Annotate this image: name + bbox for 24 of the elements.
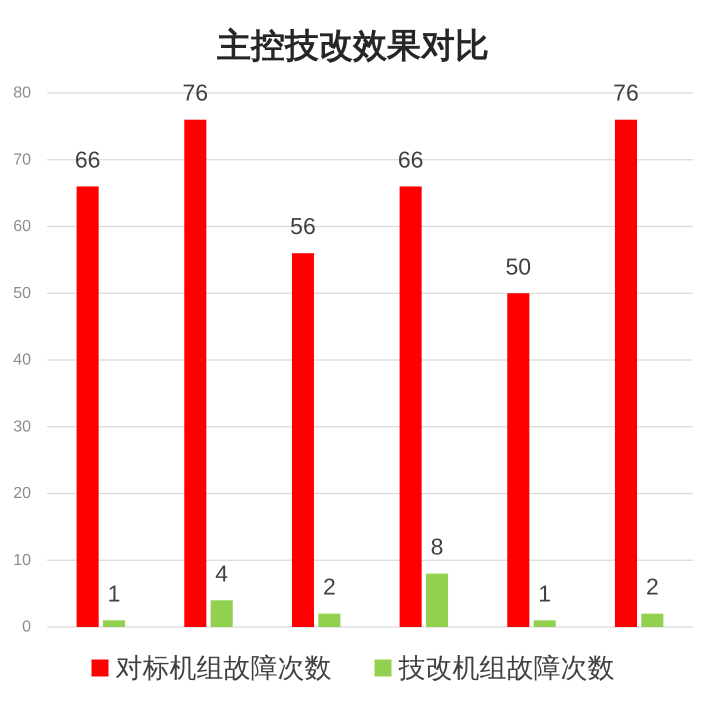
data-label: 1 bbox=[108, 580, 120, 606]
data-label: 66 bbox=[74, 146, 100, 172]
data-label: 76 bbox=[613, 80, 639, 106]
y-tick-label: 30 bbox=[13, 418, 31, 436]
y-tick-label: 60 bbox=[13, 218, 31, 235]
y-tick-label: 70 bbox=[13, 151, 31, 168]
y-tick-label: 0 bbox=[22, 618, 31, 636]
y-tick-label: 40 bbox=[13, 352, 31, 368]
data-label: 8 bbox=[430, 534, 444, 560]
y-tick-label: 10 bbox=[13, 552, 31, 569]
data-label: 76 bbox=[182, 80, 208, 106]
data-label: 2 bbox=[646, 574, 659, 600]
data-label: 2 bbox=[322, 574, 336, 600]
y-tick-label: 80 bbox=[13, 84, 31, 102]
y-tick-label: 20 bbox=[13, 485, 31, 502]
data-label: 56 bbox=[290, 213, 316, 240]
title: 主控技改效果对比 bbox=[217, 27, 489, 65]
legend-label: 对标机组故障次数 bbox=[116, 653, 332, 683]
y-tick-label: 50 bbox=[13, 284, 31, 302]
data-label: 4 bbox=[215, 560, 228, 586]
legend-label: 技改机组故障次数 bbox=[398, 653, 614, 683]
data-label: 1 bbox=[538, 580, 552, 606]
data-label: 66 bbox=[398, 146, 424, 172]
data-label: 50 bbox=[506, 253, 532, 280]
